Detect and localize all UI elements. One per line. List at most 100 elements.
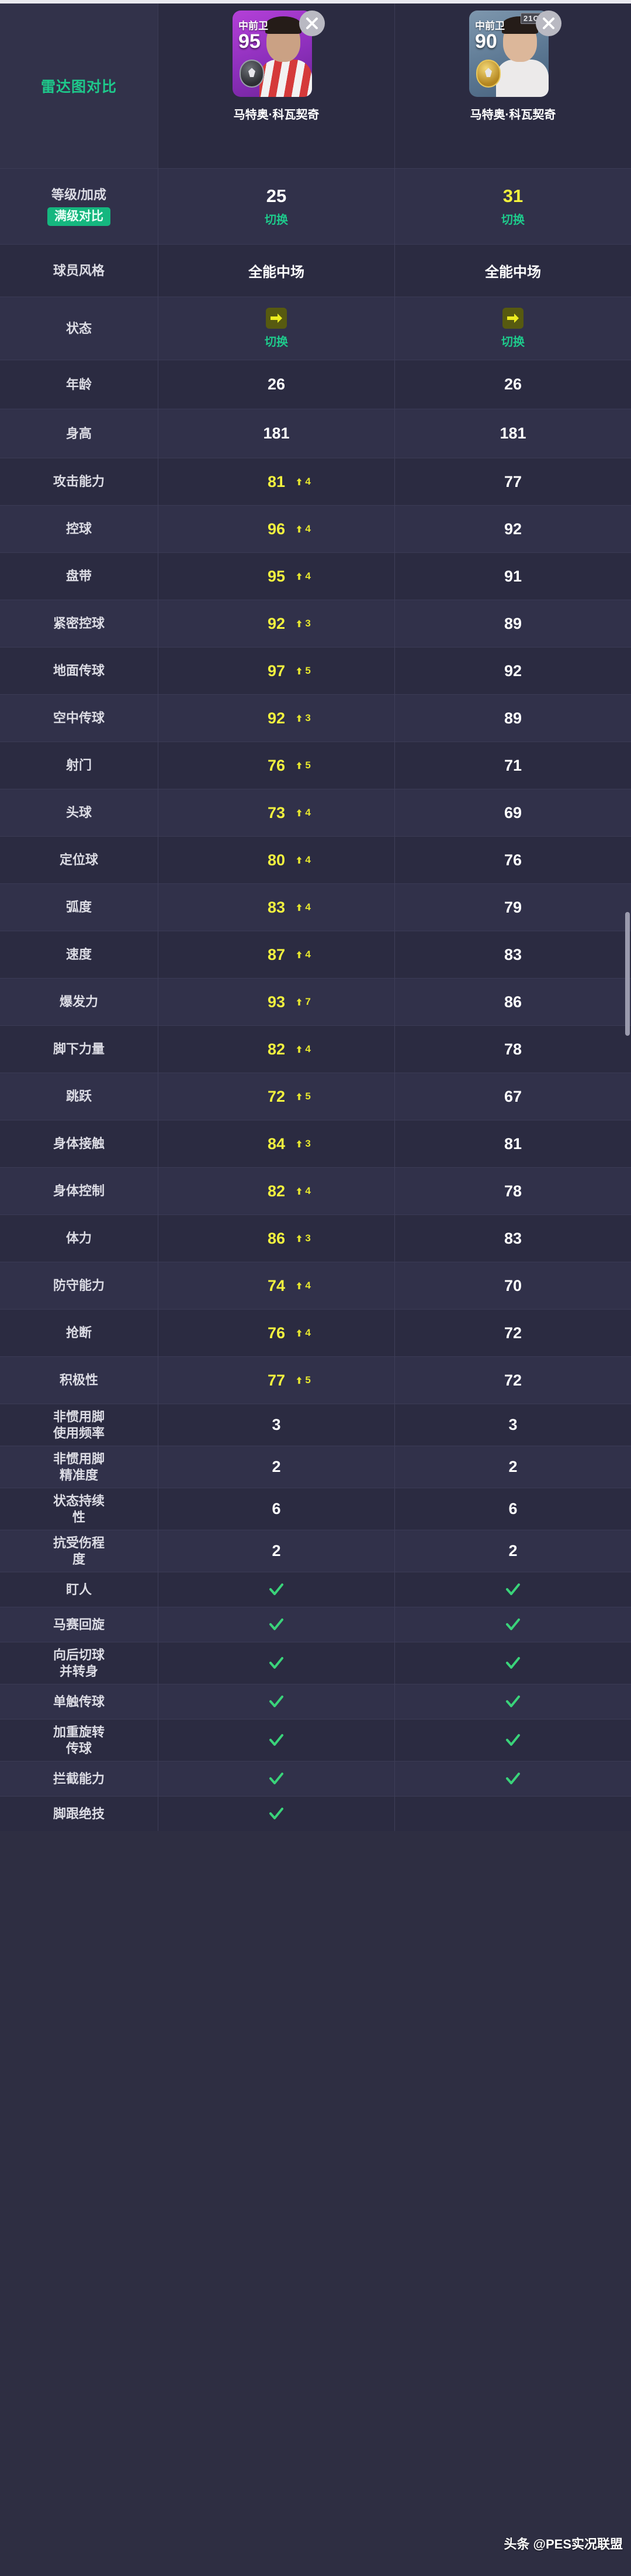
stat-value-right: 92: [394, 647, 631, 694]
club-emblem-right: [476, 60, 501, 88]
stat-delta-left: 4: [295, 1327, 311, 1339]
stat-number-left: 86: [267, 1229, 286, 1247]
stat-number-right: 89: [504, 709, 522, 727]
basic-number-left: 26: [267, 375, 286, 393]
rating-number-right: 2: [508, 1542, 518, 1559]
stat-delta-left: 4: [295, 949, 311, 960]
check-icon: [269, 1583, 283, 1595]
stat-number-right: 78: [504, 1040, 522, 1058]
max-level-compare-pill[interactable]: 满级对比: [47, 207, 110, 227]
skill-check-left: [268, 1732, 285, 1749]
player-portrait-left: [258, 15, 312, 97]
row-label-basic: 身高: [0, 409, 158, 458]
player-card-left[interactable]: 中前卫 95 马特奥·科瓦契奇: [158, 4, 394, 168]
rating-number-right: 3: [508, 1416, 518, 1433]
basic-number-right: 26: [504, 375, 522, 393]
condition-switch-left-button[interactable]: 切换: [265, 336, 288, 349]
condition-switch-right-button[interactable]: 切换: [501, 336, 525, 349]
section-title-cell: 雷达图对比: [0, 4, 158, 168]
remove-player-left-button[interactable]: [299, 11, 325, 36]
stat-value-right: 89: [394, 600, 631, 647]
club-emblem-left: [240, 60, 264, 88]
rating-number-left: 6: [272, 1500, 281, 1517]
stat-number-right: 86: [504, 993, 522, 1011]
stat-delta-value: 4: [305, 1043, 311, 1054]
skill-cell-right: [394, 1607, 631, 1642]
row-label-stat: 盘带: [0, 552, 158, 600]
table-row-skill: 马赛回旋: [0, 1607, 631, 1642]
stat-number-left: 84: [267, 1134, 286, 1153]
player-card-art-right: 中前卫 90: [469, 11, 549, 97]
level-boost-label: 等级/加成: [51, 187, 107, 202]
skill-check-right: [504, 1770, 522, 1788]
level-value-left: 25: [266, 186, 287, 206]
stat-value-left: 80 4: [158, 836, 394, 883]
row-label-stat: 地面传球: [0, 647, 158, 694]
stat-number-right: 91: [504, 567, 522, 585]
stat-number-right: 79: [504, 898, 522, 916]
stat-delta-left: 5: [295, 665, 311, 677]
play-style-left: 全能中场: [158, 244, 394, 297]
stat-number-left: 81: [267, 472, 286, 490]
stat-value-left: 82 4: [158, 1167, 394, 1214]
row-label-skill: 拦截能力: [0, 1761, 158, 1796]
table-row-rating: 非惯用脚 精准度 2 2: [0, 1446, 631, 1488]
player-card-right[interactable]: 中前卫 90 21C 马特奥·科瓦契奇: [394, 4, 631, 168]
stat-value-left: 83 4: [158, 883, 394, 931]
check-icon: [269, 1695, 283, 1707]
stat-delta-value: 3: [305, 1233, 311, 1244]
rating-value-right: 2: [394, 1446, 631, 1488]
arrow-up-icon: [296, 903, 302, 911]
rating-value-right: 3: [394, 1404, 631, 1446]
stat-value-right: 81: [394, 1120, 631, 1167]
stat-delta-value: 7: [305, 996, 311, 1007]
table-row-stat: 身体接触 84 3 81: [0, 1120, 631, 1167]
stat-value-right: 77: [394, 458, 631, 505]
stat-value-right: 86: [394, 978, 631, 1025]
skill-check-left: [268, 1655, 285, 1672]
table-row-stat: 身体控制 82 4 78: [0, 1167, 631, 1214]
row-label-skill: 单触传球: [0, 1684, 158, 1719]
close-icon: [543, 18, 554, 29]
page-title: 雷达图对比: [40, 79, 117, 95]
skill-cell-left: [158, 1796, 394, 1831]
row-label-level-boost: 等级/加成满级对比: [0, 168, 158, 244]
skill-cell-left: [158, 1572, 394, 1607]
basic-value-left: 26: [158, 360, 394, 409]
player-position-left: 中前卫: [238, 20, 268, 32]
status-strip: [0, 0, 631, 4]
row-label-stat: 攻击能力: [0, 458, 158, 505]
stat-number-right: 72: [504, 1324, 522, 1342]
basic-value-left: 181: [158, 409, 394, 458]
row-label-stat: 抢断: [0, 1309, 158, 1356]
stat-value-left: 92 3: [158, 694, 394, 742]
remove-player-right-button[interactable]: [536, 11, 561, 36]
play-style-right: 全能中场: [394, 244, 631, 297]
arrow-up-icon: [296, 525, 302, 533]
stat-number-right: 67: [504, 1087, 522, 1105]
stat-delta-value: 5: [305, 760, 311, 771]
row-label-basic: 年龄: [0, 360, 158, 409]
row-label-stat: 身体控制: [0, 1167, 158, 1214]
table-row-skill: 拦截能力: [0, 1761, 631, 1796]
level-switch-right-button[interactable]: 切换: [501, 214, 525, 227]
table-row-stat: 弧度 83 4 79: [0, 883, 631, 931]
check-icon: [506, 1618, 520, 1630]
stat-number-left: 95: [267, 567, 286, 585]
table-row-skill: 向后切球 并转身: [0, 1642, 631, 1684]
level-switch-left-button[interactable]: 切换: [265, 214, 288, 227]
player-name-left: 马特奥·科瓦契奇: [233, 109, 320, 121]
row-label-skill: 向后切球 并转身: [0, 1642, 158, 1684]
stat-delta-left: 4: [295, 807, 311, 819]
stat-value-left: 72 5: [158, 1073, 394, 1120]
table-row-rating: 非惯用脚 使用频率 3 3: [0, 1404, 631, 1446]
arrow-up-icon: [296, 714, 302, 722]
skill-cell-left: [158, 1761, 394, 1796]
stat-delta-value: 4: [305, 1327, 311, 1338]
stat-value-left: 86 3: [158, 1214, 394, 1262]
vertical-scrollbar[interactable]: [625, 912, 630, 1036]
skill-cell-right: [394, 1719, 631, 1761]
table-row-condition: 状态 切换 切换: [0, 297, 631, 360]
skill-cell-right: [394, 1684, 631, 1719]
rating-number-right: 6: [508, 1500, 518, 1517]
